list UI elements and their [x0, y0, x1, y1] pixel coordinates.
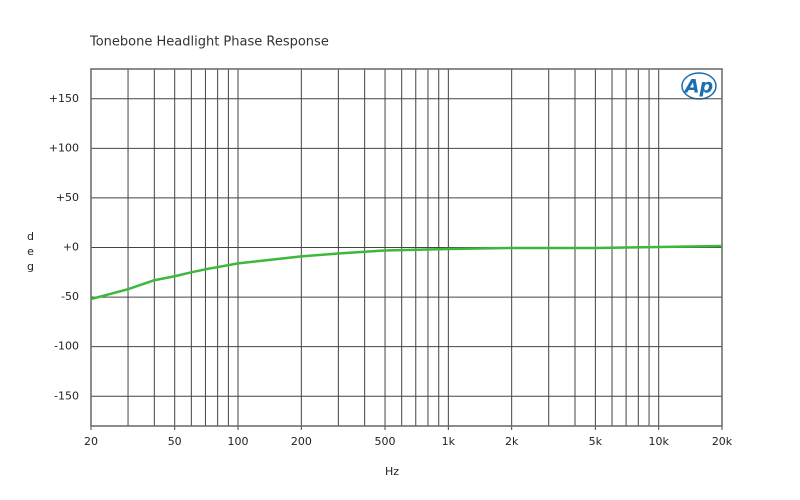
data-line — [90, 244, 723, 301]
x-tick-label: 5k — [589, 435, 603, 448]
x-tick-label: 100 — [228, 435, 249, 448]
y-tick-label: -50 — [61, 290, 79, 303]
logo: Ap — [683, 76, 713, 98]
plot-frame — [90, 68, 723, 427]
y-tick-label: -100 — [54, 340, 79, 353]
x-tick-label: 20 — [84, 435, 98, 448]
x-tick-label: 10k — [648, 435, 669, 448]
chart-title: Tonebone Headlight Phase Response — [89, 35, 329, 50]
x-tick-label: 50 — [168, 435, 182, 448]
y-tick-label: +0 — [63, 241, 79, 254]
x-axis-label: Hz — [385, 465, 399, 478]
y-tick-label: +100 — [49, 141, 79, 154]
x-tick-label: 500 — [375, 435, 396, 448]
y-tick-label: +50 — [56, 191, 79, 204]
y-tick-label: +150 — [49, 92, 79, 105]
x-tick-label: 2k — [505, 435, 519, 448]
y-axis-label: deg — [24, 230, 37, 275]
y-tick-label: -150 — [54, 389, 79, 402]
x-tick-label: 1k — [442, 435, 456, 448]
x-tick-label: 20k — [712, 435, 733, 448]
x-tick-label: 200 — [291, 435, 312, 448]
